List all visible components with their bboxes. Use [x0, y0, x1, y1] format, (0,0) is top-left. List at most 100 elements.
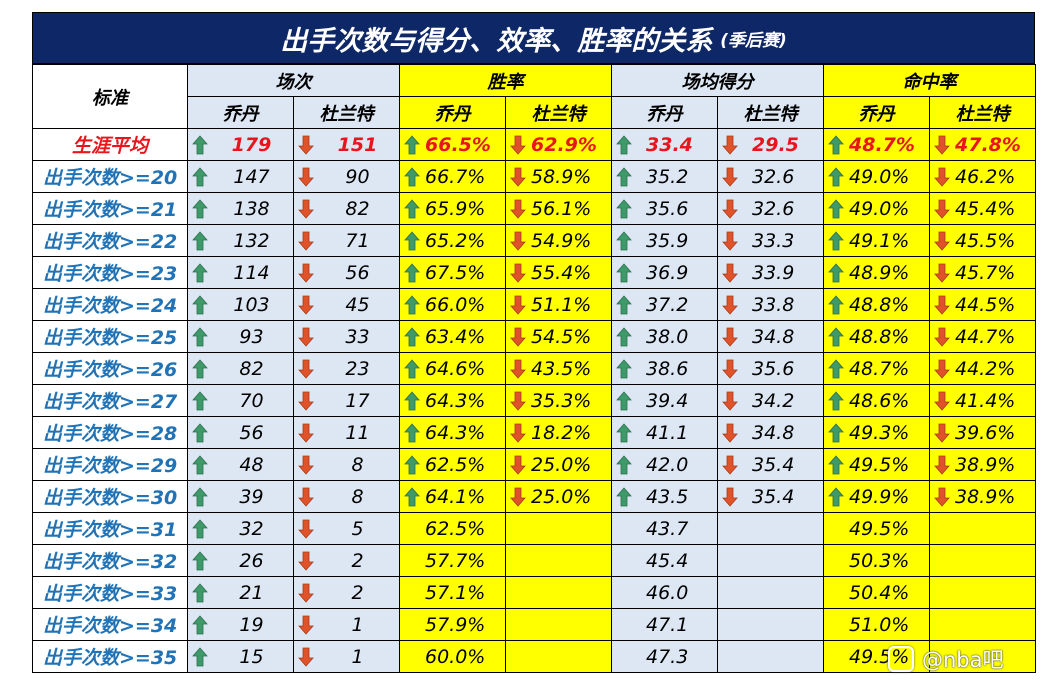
- cell-value: 33.4: [646, 133, 693, 156]
- cell-ppg-jordan: 37.2: [611, 288, 718, 321]
- cell-ppg-durant: 35.6: [717, 352, 824, 385]
- cell-games-durant: 5: [293, 512, 400, 545]
- table-row: 出手次数>=27 70 17 64.3% 35.3% 39.4 34.2 48.6% 41.4%: [32, 384, 1036, 417]
- cell-games-jordan: 132: [187, 224, 294, 257]
- cell-win-rate-durant: 58.9%: [505, 160, 612, 193]
- cell-value: 62.9%: [531, 133, 597, 156]
- arrow-up-icon: [828, 422, 846, 443]
- arrow-up-icon: [616, 390, 634, 411]
- arrow-down-icon: [722, 199, 740, 219]
- cell-win-rate-jordan: 66.7%: [399, 160, 506, 193]
- player-header-jordan: 乔丹: [823, 96, 930, 129]
- cell-value: 45: [345, 293, 370, 316]
- arrow-up-icon: [404, 166, 422, 187]
- cell-value: 47.1: [646, 613, 689, 636]
- cell-value: 60.0%: [425, 645, 486, 668]
- cell-value: 33.9: [752, 261, 795, 284]
- table-title: 出手次数与得分、效率、胜率的关系: [280, 25, 713, 57]
- arrow-up-icon: [404, 230, 422, 251]
- row-label: 出手次数>=34: [32, 608, 188, 641]
- cell-games-durant: 2: [293, 544, 400, 577]
- cell-games-durant: 45: [293, 288, 400, 321]
- cell-value: 42.0: [646, 453, 689, 476]
- cell-ppg-durant: 34.2: [717, 384, 824, 417]
- arrow-down-icon: [510, 487, 528, 507]
- cell-fg-pct-jordan: 49.5%: [823, 448, 930, 481]
- table-row: 出手次数>=23 114 56 67.5% 55.4% 36.9 33.9 48.9% 45.7…: [32, 256, 1036, 289]
- cell-value: 45.4%: [955, 197, 1016, 220]
- cell-games-jordan: 26: [187, 544, 294, 577]
- cell-value: 50.4%: [849, 581, 910, 604]
- cell-ppg-durant: 34.8: [717, 416, 824, 449]
- arrow-up-icon: [404, 486, 422, 507]
- arrow-down-icon: [298, 647, 316, 667]
- cell-fg-pct-durant: 44.5%: [929, 288, 1036, 321]
- cell-games-jordan: 15: [187, 640, 294, 673]
- cell-value: 82: [345, 197, 370, 220]
- arrow-up-icon: [192, 518, 210, 539]
- cell-win-rate-durant: 25.0%: [505, 448, 612, 481]
- cell-games-durant: 151: [293, 128, 400, 161]
- cell-games-jordan: 103: [187, 288, 294, 321]
- cell-value: 39.6%: [955, 421, 1016, 444]
- cell-ppg-jordan: 47.3: [611, 640, 718, 673]
- arrow-down-icon: [298, 359, 316, 379]
- arrow-up-icon: [828, 326, 846, 347]
- group-header-fg-pct: 命中率: [823, 64, 1036, 97]
- cell-value: 32.6: [752, 197, 795, 220]
- arrow-up-icon: [616, 198, 634, 219]
- cell-fg-pct-jordan: 48.7%: [823, 352, 930, 385]
- cell-value: 33.8: [752, 293, 795, 316]
- cell-value: 48.6%: [849, 389, 910, 412]
- cell-win-rate-durant: 35.3%: [505, 384, 612, 417]
- cell-value: 1: [351, 613, 364, 636]
- cell-games-jordan: 93: [187, 320, 294, 353]
- cell-ppg-durant: 34.8: [717, 320, 824, 353]
- cell-fg-pct-durant: [929, 608, 1036, 641]
- arrow-up-icon: [616, 262, 634, 283]
- cell-fg-pct-jordan: 48.7%: [823, 128, 930, 161]
- arrow-down-icon: [298, 551, 316, 571]
- arrow-up-icon: [828, 294, 846, 315]
- cell-games-durant: 8: [293, 480, 400, 513]
- player-header-durant: 杜兰特: [293, 96, 400, 129]
- row-label: 出手次数>=33: [32, 576, 188, 609]
- arrow-down-icon: [298, 487, 316, 507]
- cell-win-rate-jordan: 64.6%: [399, 352, 506, 385]
- cell-games-jordan: 21: [187, 576, 294, 609]
- row-label: 出手次数>=21: [32, 192, 188, 225]
- cell-value: 70: [239, 389, 264, 412]
- cell-value: 34.8: [752, 325, 795, 348]
- cell-value: 36.9: [646, 261, 689, 284]
- cell-games-durant: 2: [293, 576, 400, 609]
- arrow-up-icon: [192, 294, 210, 315]
- cell-value: 21: [239, 581, 264, 604]
- player-header-jordan: 乔丹: [399, 96, 506, 129]
- arrow-down-icon: [298, 167, 316, 187]
- arrow-down-icon: [722, 455, 740, 475]
- cell-fg-pct-jordan: 48.8%: [823, 288, 930, 321]
- arrow-down-icon: [934, 167, 952, 187]
- arrow-up-icon: [616, 454, 634, 475]
- cell-win-rate-jordan: 60.0%: [399, 640, 506, 673]
- cell-win-rate-jordan: 57.9%: [399, 608, 506, 641]
- cell-games-durant: 82: [293, 192, 400, 225]
- table-subtitle: (季后赛): [720, 30, 787, 51]
- cell-value: 49.5%: [849, 453, 910, 476]
- table-row: 出手次数>=26 82 23 64.6% 43.5% 38.6 35.6 48.7% 44.2%: [32, 352, 1036, 385]
- cell-ppg-jordan: 47.1: [611, 608, 718, 641]
- arrow-down-icon: [934, 391, 952, 411]
- cell-value: 44.2%: [955, 357, 1016, 380]
- arrow-up-icon: [192, 326, 210, 347]
- cell-win-rate-durant: 56.1%: [505, 192, 612, 225]
- cell-value: 48: [239, 453, 264, 476]
- cell-value: 66.0%: [425, 293, 486, 316]
- cell-ppg-durant: 32.6: [717, 192, 824, 225]
- arrow-up-icon: [828, 454, 846, 475]
- cell-value: 56.1%: [531, 197, 592, 220]
- table-row: 出手次数>=31 32 5 62.5% 43.7 49.5%: [32, 512, 1036, 545]
- cell-value: 38.9%: [955, 485, 1016, 508]
- cell-value: 45.7%: [955, 261, 1016, 284]
- cell-value: 18.2%: [531, 421, 592, 444]
- weibo-logo-icon: [888, 646, 914, 672]
